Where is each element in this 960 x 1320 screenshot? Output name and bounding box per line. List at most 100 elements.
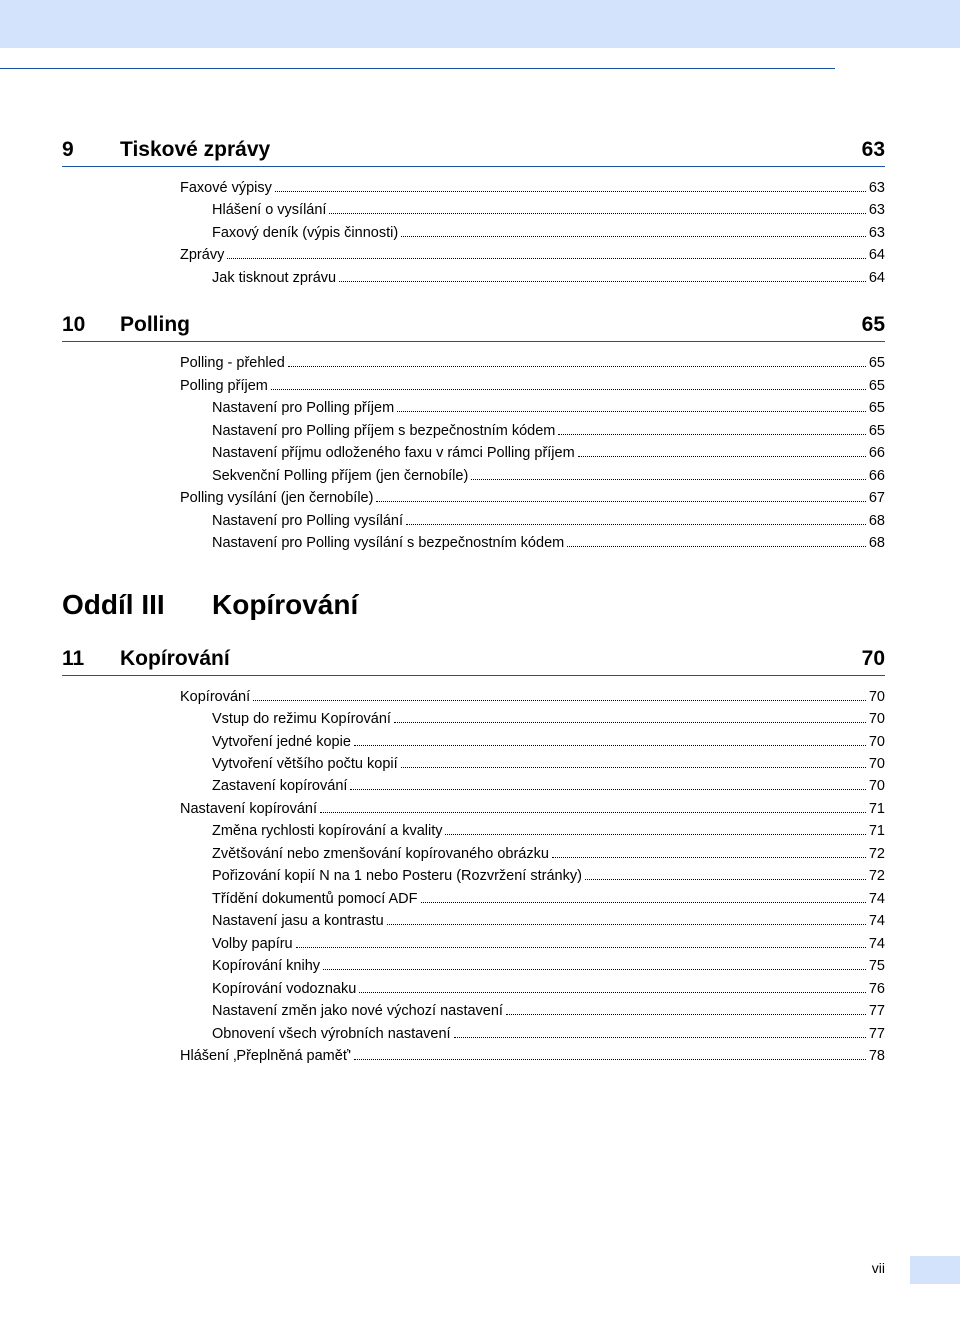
toc-entry[interactable]: Změna rychlosti kopírování a kvality 71 [180, 820, 885, 842]
toc-entry-page: 71 [869, 820, 885, 842]
toc-entry[interactable]: Kopírování70 [180, 686, 885, 708]
part-3-header: Oddíl III Kopírování [62, 589, 885, 621]
toc-entry-page: 65 [869, 352, 885, 374]
toc-entry-page: 70 [869, 753, 885, 775]
toc-leader-dots [275, 191, 866, 192]
toc-entry[interactable]: Zvětšování nebo zmenšování kopírovaného … [180, 843, 885, 865]
toc-entry[interactable]: Volby papíru74 [180, 933, 885, 955]
section-11-header: 11 Kopírování 70 [62, 647, 885, 676]
toc-entry[interactable]: Faxový deník (výpis činnosti) 63 [180, 222, 885, 244]
toc-leader-dots [401, 236, 866, 237]
toc-entry-label: Polling příjem [180, 375, 268, 397]
toc-leader-dots [585, 879, 866, 880]
toc-leader-dots [445, 834, 865, 835]
toc-entry[interactable]: Nastavení změn jako nové výchozí nastave… [180, 1000, 885, 1022]
toc-entry-label: Zvětšování nebo zmenšování kopírovaného … [212, 843, 549, 865]
toc-entry-label: Nastavení pro Polling příjem [212, 397, 394, 419]
toc-entry-label: Změna rychlosti kopírování a kvality [212, 820, 442, 842]
toc-leader-dots [271, 389, 866, 390]
toc-entry-label: Kopírování [180, 686, 250, 708]
toc-entry-page: 70 [869, 708, 885, 730]
toc-leader-dots [354, 1059, 866, 1060]
toc-entry-page: 70 [869, 775, 885, 797]
toc-entry[interactable]: Polling příjem65 [180, 375, 885, 397]
toc-entry-page: 71 [869, 798, 885, 820]
top-horizontal-rule [0, 68, 835, 69]
toc-entry[interactable]: Třídění dokumentů pomocí ADF74 [180, 888, 885, 910]
toc-entry-label: Hlášení o vysílání [212, 199, 326, 221]
toc-entry[interactable]: Zastavení kopírování 70 [180, 775, 885, 797]
toc-entry[interactable]: Nastavení pro Polling příjem s bezpečnos… [180, 420, 885, 442]
toc-entry[interactable]: Nastavení pro Polling vysílání68 [180, 510, 885, 532]
toc-entry-label: Nastavení jasu a kontrastu [212, 910, 384, 932]
toc-entry-label: Polling - přehled [180, 352, 285, 374]
toc-entry-page: 63 [869, 222, 885, 244]
toc-entry-page: 78 [869, 1045, 885, 1067]
toc-entry-page: 74 [869, 888, 885, 910]
toc-entry-label: Sekvenční Polling příjem (jen černobíle) [212, 465, 468, 487]
toc-entry[interactable]: Hlášení o vysílání63 [180, 199, 885, 221]
toc-entry[interactable]: Faxové výpisy63 [180, 177, 885, 199]
toc-leader-dots [359, 992, 866, 993]
page-number: vii [872, 1260, 885, 1276]
toc-entry-label: Vstup do režimu Kopírování [212, 708, 391, 730]
toc-entry-page: 64 [869, 267, 885, 289]
toc-entry-page: 65 [869, 397, 885, 419]
toc-entry-label: Hlášení ‚Přeplněná paměť' [180, 1045, 351, 1067]
toc-entry-label: Faxový deník (výpis činnosti) [212, 222, 398, 244]
toc-entry-page: 74 [869, 910, 885, 932]
toc-entry-page: 72 [869, 865, 885, 887]
side-tab [910, 1256, 960, 1284]
section-10-header: 10 Polling 65 [62, 313, 885, 342]
toc-leader-dots [401, 767, 866, 768]
toc-entry-label: Vytvoření většího počtu kopií [212, 753, 398, 775]
toc-entry[interactable]: Kopírování vodoznaku76 [180, 978, 885, 1000]
toc-entry-label: Faxové výpisy [180, 177, 272, 199]
toc-entry-page: 74 [869, 933, 885, 955]
section-10-number: 10 [62, 313, 120, 337]
toc-entry[interactable]: Nastavení příjmu odloženého faxu v rámci… [180, 442, 885, 464]
toc-entry[interactable]: Pořizování kopií N na 1 nebo Posteru (Ro… [180, 865, 885, 887]
toc-entry[interactable]: Nastavení pro Polling vysílání s bezpečn… [180, 532, 885, 554]
section-11-number: 11 [62, 647, 120, 671]
section-11-page: 70 [862, 647, 885, 671]
section-9-title: Tiskové zprávy [120, 138, 862, 162]
toc-entry-page: 66 [869, 442, 885, 464]
toc-entry[interactable]: Obnovení všech výrobních nastavení77 [180, 1023, 885, 1045]
toc-leader-dots [567, 546, 866, 547]
toc-entry[interactable]: Sekvenční Polling příjem (jen černobíle)… [180, 465, 885, 487]
toc-leader-dots [376, 501, 865, 502]
toc-entry-label: Nastavení pro Polling příjem s bezpečnos… [212, 420, 555, 442]
toc-leader-dots [320, 812, 866, 813]
toc-entry[interactable]: Vytvoření jedné kopie70 [180, 731, 885, 753]
toc-entry[interactable]: Hlášení ‚Přeplněná paměť' 78 [180, 1045, 885, 1067]
toc-entry[interactable]: Kopírování knihy 75 [180, 955, 885, 977]
toc-entry[interactable]: Polling vysílání (jen černobíle)67 [180, 487, 885, 509]
section-10-entries: Polling - přehled65Polling příjem65Nasta… [180, 352, 885, 554]
toc-entry[interactable]: Nastavení jasu a kontrastu 74 [180, 910, 885, 932]
toc-entry[interactable]: Vstup do režimu Kopírování 70 [180, 708, 885, 730]
toc-entry[interactable]: Zprávy64 [180, 244, 885, 266]
toc-entry-page: 68 [869, 532, 885, 554]
section-9-number: 9 [62, 138, 120, 162]
toc-entry-label: Zastavení kopírování [212, 775, 347, 797]
toc-entry-label: Polling vysílání (jen černobíle) [180, 487, 373, 509]
toc-entry[interactable]: Jak tisknout zprávu64 [180, 267, 885, 289]
toc-leader-dots [421, 902, 866, 903]
toc-entry[interactable]: Nastavení kopírování71 [180, 798, 885, 820]
toc-entry[interactable]: Nastavení pro Polling příjem 65 [180, 397, 885, 419]
toc-leader-dots [288, 366, 866, 367]
toc-entry-page: 70 [869, 731, 885, 753]
toc-entry-label: Kopírování knihy [212, 955, 320, 977]
toc-leader-dots [394, 722, 866, 723]
part-3-title: Kopírování [212, 589, 358, 621]
toc-entry-page: 75 [869, 955, 885, 977]
toc-entry-label: Pořizování kopií N na 1 nebo Posteru (Ro… [212, 865, 582, 887]
toc-entry-label: Nastavení změn jako nové výchozí nastave… [212, 1000, 503, 1022]
toc-entry-page: 66 [869, 465, 885, 487]
toc-leader-dots [253, 700, 866, 701]
toc-leader-dots [506, 1014, 866, 1015]
toc-leader-dots [227, 258, 866, 259]
toc-entry[interactable]: Polling - přehled 65 [180, 352, 885, 374]
toc-entry[interactable]: Vytvoření většího počtu kopií 70 [180, 753, 885, 775]
